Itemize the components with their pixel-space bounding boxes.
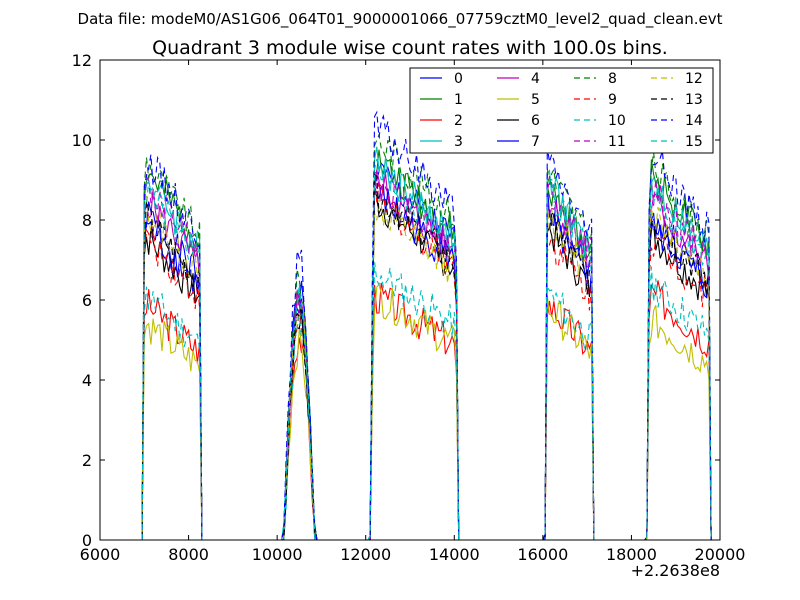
series-line-13 [141,173,714,541]
legend-box [409,67,714,154]
series-line-8 [141,132,714,541]
ticks-layer: 6000 8000 10000 12000 14000 16000 18000 20000 0 2… [72,51,746,564]
legend-label-13: 13 [685,92,703,108]
legend-label-10: 10 [608,113,626,129]
legend-label-2: 2 [454,113,463,129]
legend-label-3: 3 [454,134,463,150]
x-tick-label: 12000 [340,545,391,564]
y-tick-label: 6 [82,291,92,310]
x-tick-label: 20000 [695,545,746,564]
legend-label-8: 8 [608,71,617,87]
series-line-14 [141,110,714,541]
y-tick-label: 4 [82,371,92,390]
legend-label-1: 1 [454,92,463,108]
series-line-10 [141,262,714,541]
legend-label-15: 15 [685,134,703,150]
chart-title: Quadrant 3 module wise count rates with … [152,37,668,59]
series-line-7 [141,184,714,541]
legend-label-14: 14 [685,113,703,129]
series-line-11 [141,174,714,541]
y-tick-label: 10 [72,131,92,150]
plot-area: 6000 8000 10000 12000 14000 16000 18000 20000 0 2… [72,51,746,564]
legend-label-12: 12 [685,71,703,87]
series-layer [141,110,714,541]
series-line-1 [141,149,714,541]
series-line-5 [141,282,714,541]
legend-label-7: 7 [531,134,540,150]
legend-label-9: 9 [608,92,617,108]
y-tick-label: 0 [82,531,92,550]
x-tick-label: 6000 [80,545,121,564]
x-tick-label: 10000 [252,545,303,564]
legend-label-5: 5 [531,92,540,108]
y-tick-label: 8 [82,211,92,230]
legend-label-0: 0 [454,71,463,87]
series-line-4 [141,169,714,541]
x-offset-label: +2.2638e8 [631,561,720,580]
suptitle: Data file: modeM0/AS1G06_064T01_90000010… [78,10,723,29]
series-line-15 [141,158,714,541]
x-tick-label: 8000 [168,545,209,564]
x-tick-label: 16000 [517,545,568,564]
legend-label-4: 4 [531,71,540,87]
series-line-3 [141,146,714,541]
series-line-2 [141,280,714,541]
x-tick-label: 18000 [606,545,657,564]
legend-label-6: 6 [531,113,540,129]
series-line-12 [141,195,714,541]
legend-label-11: 11 [608,134,626,150]
x-tick-label: 14000 [429,545,480,564]
y-tick-label: 12 [72,51,92,70]
y-tick-label: 2 [82,451,92,470]
